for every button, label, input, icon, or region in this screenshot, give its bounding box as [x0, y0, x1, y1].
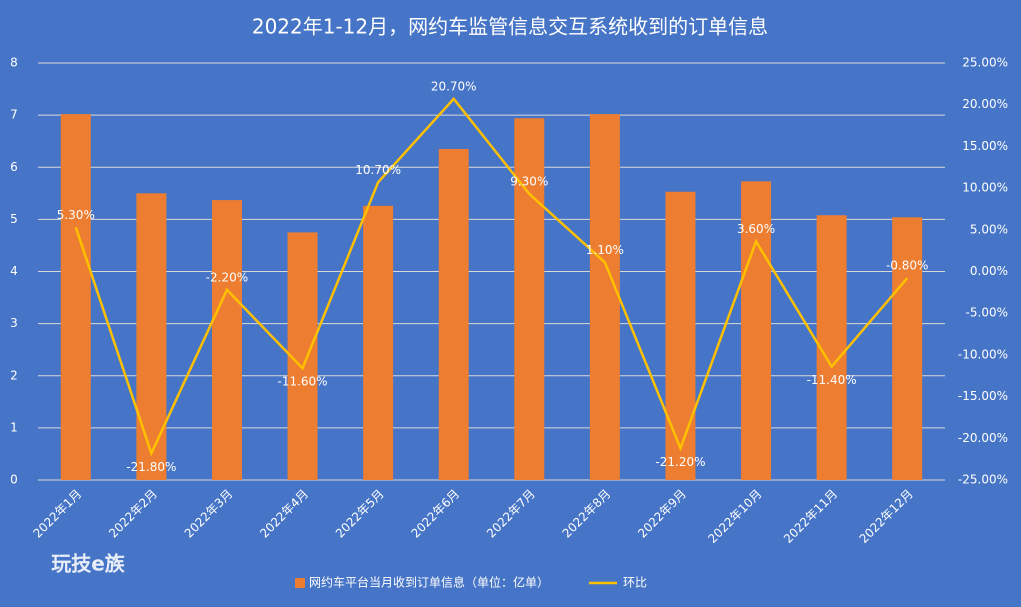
- bar: [741, 181, 772, 481]
- y2-tick-label: 0.00%: [970, 264, 1008, 278]
- bar: [211, 200, 242, 480]
- y-tick-label: 1: [10, 420, 18, 434]
- bar: [136, 193, 167, 480]
- y2-tick-label: -5.00%: [966, 306, 1008, 320]
- legend-swatch: [295, 578, 305, 588]
- bar: [60, 114, 91, 481]
- bar: [665, 191, 696, 480]
- data-label: 9.30%: [510, 174, 548, 188]
- y-tick-label: 8: [10, 56, 18, 70]
- y2-tick-label: 15.00%: [962, 139, 1008, 153]
- data-label: 10.70%: [355, 163, 401, 177]
- legend-label: 网约车平台当月收到订单信息（单位：亿单）: [309, 575, 549, 590]
- data-label: 1.10%: [586, 243, 624, 257]
- y2-tick-label: -10.00%: [958, 347, 1008, 361]
- data-label: -2.20%: [206, 270, 248, 284]
- line: [74, 96, 909, 457]
- data-label: -11.40%: [807, 373, 857, 387]
- data-label: -0.80%: [886, 259, 928, 273]
- y-tick-label: 6: [10, 160, 18, 174]
- legend-label: 环比: [623, 576, 647, 590]
- bar: [363, 205, 394, 480]
- data-label: -21.20%: [655, 455, 705, 469]
- y-tick-label: 3: [10, 316, 18, 330]
- watermark: 玩技e族: [51, 552, 126, 576]
- bar: [514, 118, 545, 480]
- y2-tick-label: 10.00%: [962, 181, 1008, 195]
- y-tick-label: 4: [10, 264, 18, 278]
- bar: [438, 149, 469, 480]
- y2-tick-label: -15.00%: [958, 389, 1008, 403]
- data-label: -11.60%: [277, 375, 327, 389]
- data-label: -21.80%: [126, 460, 176, 474]
- y-tick-label: 5: [10, 212, 18, 226]
- bar: [589, 114, 620, 481]
- bar: [892, 217, 923, 481]
- y-tick-label: 2: [10, 368, 18, 382]
- chart-title: 2022年1-12月，网约车监管信息交互系统收到的订单信息: [252, 15, 768, 39]
- data-label: 3.60%: [737, 222, 775, 236]
- data-label: 5.30%: [57, 208, 95, 222]
- y2-tick-label: -25.00%: [958, 473, 1008, 487]
- y2-tick-label: 25.00%: [962, 56, 1008, 70]
- data-label: 20.70%: [431, 79, 477, 93]
- y2-tick-label: 20.00%: [962, 97, 1008, 111]
- bar: [816, 215, 847, 480]
- y-tick-label: 0: [10, 473, 18, 487]
- y-tick-label: 7: [10, 108, 18, 122]
- y2-tick-label: -20.00%: [958, 431, 1008, 445]
- y2-tick-label: 5.00%: [970, 222, 1008, 236]
